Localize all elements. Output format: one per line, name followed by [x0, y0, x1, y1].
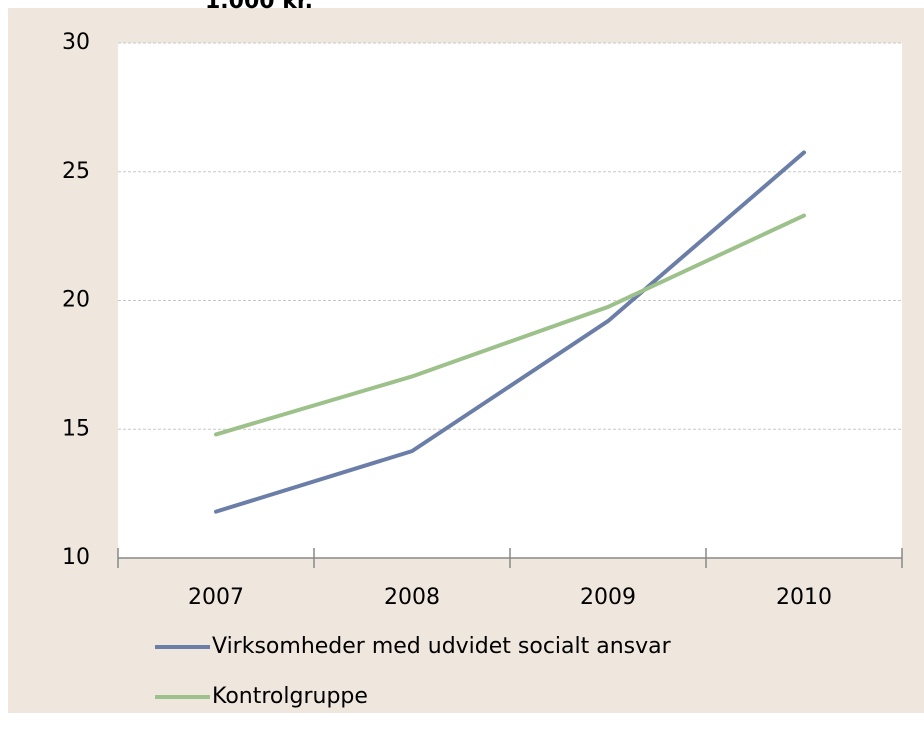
series-line	[214, 213, 806, 437]
x-tick-label: 2008	[384, 585, 440, 610]
chart-title: 1.000 kr.	[205, 0, 313, 14]
legend-label: Kontrolgruppe	[212, 684, 368, 709]
y-tick-label: 25	[62, 159, 90, 184]
y-tick-label: 15	[62, 416, 90, 441]
y-tick-label: 20	[62, 288, 90, 313]
x-tick-label: 2010	[776, 585, 832, 610]
series-line	[214, 150, 806, 514]
y-tick-label: 10	[62, 545, 90, 570]
x-tick-label: 2009	[580, 585, 636, 610]
x-tick-label: 2007	[188, 585, 244, 610]
legend-label: Virksomheder med udvidet socialt ansvar	[212, 634, 672, 659]
y-tick-label: 30	[62, 30, 90, 55]
